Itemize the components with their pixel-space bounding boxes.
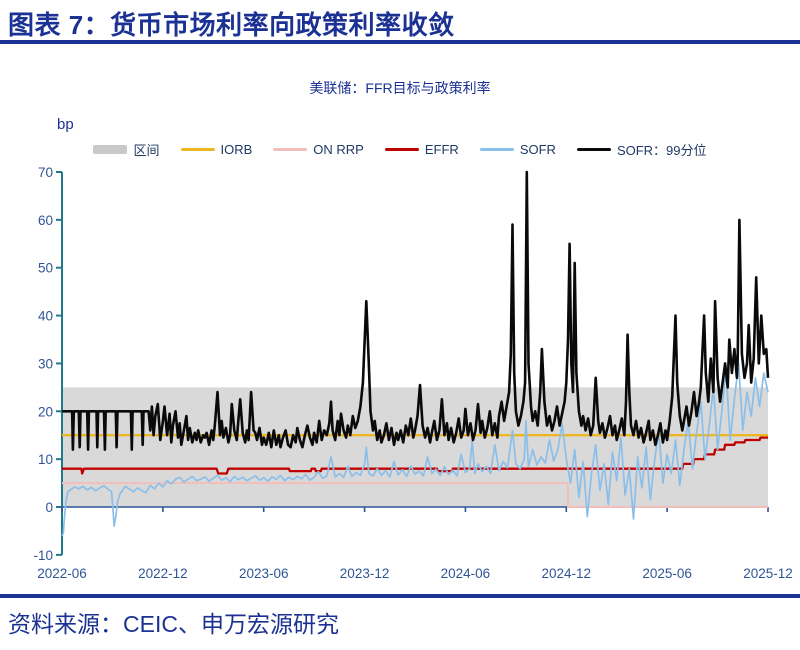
x-tick-label: 2022-06: [37, 566, 87, 581]
y-tick-label: 30: [38, 356, 53, 371]
legend-label: SOFR: [519, 142, 556, 157]
sofr-line-swatch-icon: [479, 148, 514, 151]
series-ON RRP: [62, 482, 768, 509]
legend-item-sofr: SOFR: [479, 142, 556, 157]
chart-legend: 区间 IORB ON RRP EFFR SOFR SOFR：99分位: [0, 140, 800, 159]
page-title: 图表 7：货币市场利率向政策利率收敛: [8, 10, 455, 40]
legend-item-sofr99: SOFR：99分位: [576, 140, 707, 159]
x-tick-label: 2023-06: [239, 566, 289, 581]
series-SOFR：99分位: [62, 170, 770, 451]
effr-line-swatch-icon: [384, 148, 419, 151]
title-divider: [0, 40, 800, 44]
y-tick-label: -10: [33, 548, 53, 563]
x-tick-label: 2024-06: [441, 566, 491, 581]
series-EFFR: [62, 436, 768, 475]
legend-label: IORB: [220, 142, 253, 157]
y-tick-label: 40: [38, 309, 53, 324]
y-tick-label: 60: [38, 213, 53, 228]
legend-label: EFFR: [424, 142, 459, 157]
range-band: [62, 387, 768, 507]
legend-label: SOFR：99分位: [616, 143, 707, 158]
legend-item-iorb: IORB: [180, 142, 253, 157]
y-axis-unit-label: bp: [57, 116, 74, 133]
legend-label: ON RRP: [313, 142, 364, 157]
legend-item-range: 区间: [93, 140, 160, 159]
y-tick-label: 70: [38, 165, 53, 180]
iorb-line-swatch-icon: [180, 148, 215, 151]
source-note: 资料来源：CEIC、申万宏源研究: [8, 611, 339, 637]
x-tick-label: 2025-06: [642, 566, 692, 581]
x-tick-label: 2023-12: [340, 566, 390, 581]
x-tick-label: 2022-12: [138, 566, 188, 581]
legend-item-effr: EFFR: [384, 142, 459, 157]
chart-subtitle: 美联储：FFR目标与政策利率: [309, 80, 491, 96]
legend-label: 区间: [133, 143, 160, 158]
y-tick-label: 50: [38, 261, 53, 276]
y-tick-label: 10: [38, 452, 53, 467]
x-tick-label: 2024-12: [542, 566, 592, 581]
x-tick-label: 2025-12: [743, 566, 793, 581]
series-SOFR: [61, 362, 769, 537]
y-tick-label: 20: [38, 404, 53, 419]
range-band-swatch-icon: [93, 145, 128, 154]
y-tick-label: 0: [45, 500, 53, 515]
sofr99-line-swatch-icon: [576, 148, 611, 151]
onrrp-line-swatch-icon: [273, 148, 308, 151]
legend-item-onrrp: ON RRP: [273, 142, 364, 157]
rate-chart: -10 0 10 20 30 40 50 60 70 2022-06 2022-12 2023-06 2…: [33, 165, 793, 581]
footer-divider: [0, 594, 800, 598]
